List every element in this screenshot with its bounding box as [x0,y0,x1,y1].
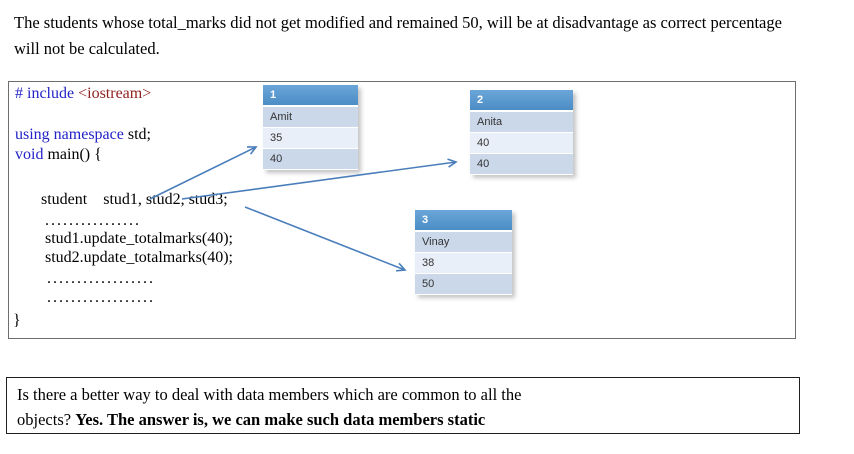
object-table-3: 3 Vinay 38 50 [415,210,512,295]
intro-paragraph: The students whose total_marks did not g… [14,13,782,58]
table-cell-marks: 40 [470,133,573,154]
code-box: # include <iostream> using namespace std… [8,81,796,339]
code-line-include: # include <iostream> [15,85,151,103]
code-line-dots-2: .................. [47,270,155,287]
object-table-1: 1 Amit 35 40 [263,85,358,170]
table-cell-name: Anita [470,112,573,133]
code-line-close-brace: } [13,312,21,329]
using-rest: std; [123,126,151,143]
question-box: Is there a better way to deal with data … [6,377,800,434]
code-line-dots-1: ................ [45,212,141,229]
table-cell-name: Vinay [415,232,512,253]
table-cell-marks: 35 [263,128,358,149]
object-table-2: 2 Anita 40 40 [470,90,573,175]
question-line-2: objects? Yes. The answer is, we can make… [17,407,789,432]
main-rest: main() { [43,146,102,163]
code-line-dots-3: .................. [47,289,155,306]
question-line-1: Is there a better way to deal with data … [17,385,522,404]
table-cell-total: 50 [415,274,512,295]
table-cell-name: Amit [263,107,358,128]
code-line-update-stud1: stud1.update_totalmarks(40); [45,230,233,247]
question-answer-bold: Yes. The answer is, we can make such dat… [75,410,486,429]
code-line-main: void main() { [15,146,102,164]
code-line-using: using namespace std; [15,126,151,144]
table-header: 2 [470,90,573,112]
table-cell-total: 40 [263,149,358,170]
table-header: 3 [415,210,512,232]
void-keyword: void [15,146,44,163]
table-cell-marks: 38 [415,253,512,274]
code-line-declaration: student stud1, stud2, stud3; [41,191,228,208]
iostream-library: <iostream> [78,85,152,102]
table-header: 1 [263,85,358,107]
question-line-2-normal: objects? [17,410,76,429]
code-line-update-stud2: stud2.update_totalmarks(40); [45,249,233,266]
include-keyword: # include [15,85,79,102]
using-keyword: using namespace [15,126,124,143]
table-cell-total: 40 [470,154,573,175]
